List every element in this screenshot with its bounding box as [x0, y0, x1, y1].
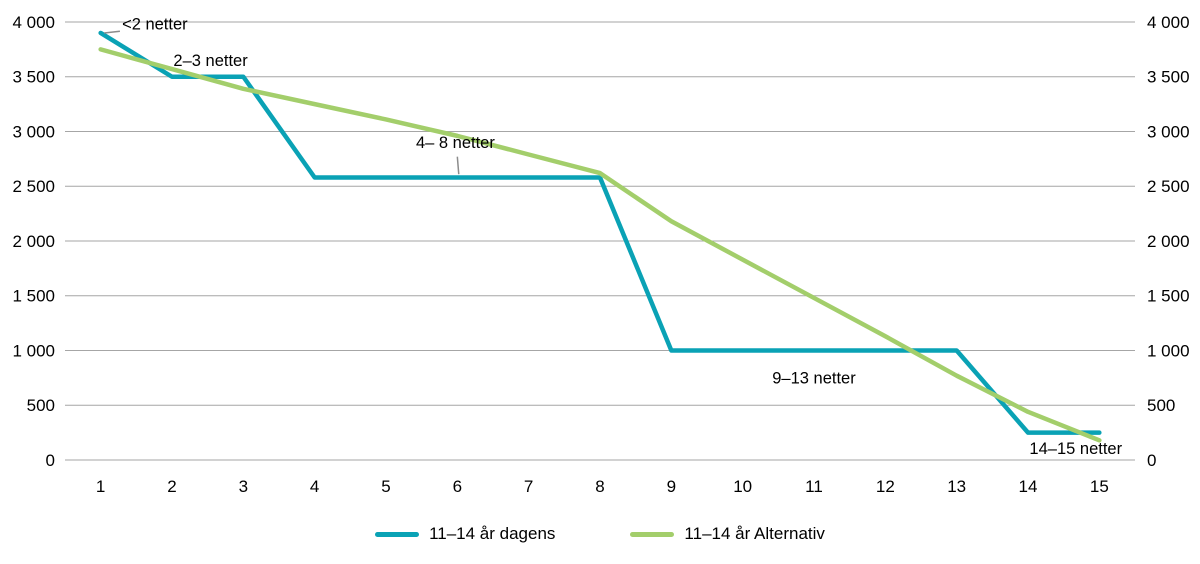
y-tick-label-left: 1 500 — [12, 287, 55, 306]
y-tick-label-right: 2 500 — [1147, 177, 1190, 196]
line-chart: 0 0 500 500 1 000 1 000 1 500 1 500 2 000 2 000 2 … — [12, 13, 1190, 496]
y-tick-label-right: 3 000 — [1147, 122, 1190, 141]
x-tick-label: 2 — [167, 477, 176, 496]
y-tick-label-left: 0 — [46, 451, 55, 470]
annotation-label: 4– 8 netter — [416, 134, 495, 152]
annotation-label: 2–3 netter — [173, 52, 248, 70]
series-line-0 — [98, 30, 1102, 435]
legend-label-alternativ: 11–14 år Alternativ — [684, 524, 825, 543]
y-tick-label-left: 2 500 — [12, 177, 55, 196]
x-tick-label: 5 — [381, 477, 390, 496]
x-tick-label: 6 — [453, 477, 462, 496]
y-tick-label-right: 3 500 — [1147, 68, 1190, 87]
x-tick-label: 9 — [667, 477, 676, 496]
annotation-label: <2 netter — [122, 16, 188, 34]
legend-label-dagens: 11–14 år dagens — [429, 524, 556, 543]
annotation-leader — [104, 30, 121, 34]
y-tick-label-left: 3 500 — [12, 68, 55, 87]
x-tick-label: 4 — [310, 477, 319, 496]
x-tick-label: 1 — [96, 477, 105, 496]
y-tick-label-right: 0 — [1147, 451, 1156, 470]
y-tick-label-right: 2 000 — [1147, 232, 1190, 251]
x-tick-label: 10 — [733, 477, 752, 496]
y-tick-label-left: 500 — [27, 396, 55, 415]
y-tick-label-left: 3 000 — [12, 122, 55, 141]
y-tick-label-right: 4 000 — [1147, 13, 1190, 32]
y-tick-label-right: 1 500 — [1147, 287, 1190, 306]
x-tick-label: 7 — [524, 477, 533, 496]
annotation-label: 14–15 netter — [1029, 440, 1122, 458]
legend-swatch-dagens — [375, 531, 420, 537]
y-tick-label-right: 500 — [1147, 396, 1175, 415]
y-tick-label-right: 1 000 — [1147, 341, 1190, 360]
legend-swatch-alternativ — [630, 531, 675, 537]
legend-item-alternativ: 11–14 år Alternativ — [630, 524, 825, 544]
chart-legend: 11–14 år dagens 11–14 år Alternativ — [0, 524, 1200, 544]
annotation-label: 9–13 netter — [772, 369, 856, 387]
annotation-leader — [456, 156, 460, 175]
series-line-1 — [98, 47, 1102, 443]
x-tick-label: 8 — [595, 477, 604, 496]
x-tick-label: 14 — [1019, 477, 1038, 496]
x-tick-label: 12 — [876, 477, 895, 496]
x-tick-label: 11 — [805, 477, 823, 496]
y-tick-label-left: 1 000 — [12, 341, 55, 360]
y-tick-label-left: 4 000 — [12, 13, 55, 32]
x-tick-label: 13 — [947, 477, 966, 496]
x-tick-label: 15 — [1090, 477, 1109, 496]
x-tick-label: 3 — [239, 477, 248, 496]
legend-item-dagens: 11–14 år dagens — [375, 524, 555, 544]
y-tick-label-left: 2 000 — [12, 232, 55, 251]
